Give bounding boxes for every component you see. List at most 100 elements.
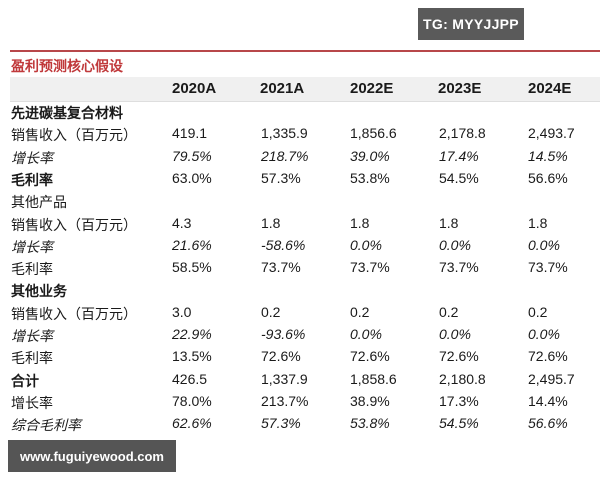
row-label: 其他产品	[11, 194, 67, 211]
table-cell: 53.8%	[350, 415, 390, 432]
table-cell: -58.6%	[261, 236, 306, 253]
table-cell: 1,856.6	[350, 125, 397, 142]
table-row: 销售收入（百万元） 419.1 1,335.9 1,856.6 2,178.8 2,493…	[0, 125, 600, 147]
table-cell: 73.7%	[439, 259, 479, 276]
table-cell: 218.7%	[261, 147, 309, 164]
column-header: 2020A	[172, 80, 217, 97]
table-cell: 54.5%	[439, 169, 479, 186]
table-cell: 73.7%	[261, 259, 301, 276]
row-label: 先进碳基复合材料	[11, 105, 123, 121]
table-cell: 57.3%	[261, 169, 301, 186]
table-cell: 53.8%	[350, 169, 390, 186]
caption-divider	[10, 50, 600, 52]
table-row: 毛利率 58.5% 73.7% 73.7% 73.7% 73.7%	[0, 259, 600, 281]
table-cell: 63.0%	[172, 169, 212, 186]
column-header: 2024E	[528, 80, 572, 97]
table-row: 增长率 78.0% 213.7% 38.9% 17.3% 14.4%	[0, 393, 600, 415]
table-cell: 79.5%	[172, 147, 212, 164]
row-label: 销售收入（百万元）	[11, 216, 137, 233]
table-cell: 2,495.7	[528, 370, 575, 387]
table-cell: 2,493.7	[528, 125, 575, 142]
table-row: 综合毛利率 62.6% 57.3% 53.8% 54.5% 56.6%	[0, 415, 600, 437]
table-cell: 54.5%	[439, 415, 479, 432]
table-cell: 0.2	[439, 303, 459, 320]
table-cell: 1.8	[439, 214, 459, 231]
table-cell: 39.0%	[350, 147, 390, 164]
table-cell: 0.0%	[528, 326, 560, 342]
table-cell: 14.4%	[528, 392, 568, 409]
table-cell: 1.8	[528, 214, 548, 231]
table-cell: 73.7%	[350, 259, 390, 276]
row-label: 增长率	[11, 328, 53, 344]
table-row: 增长率 79.5% 218.7% 39.0% 17.4% 14.5%	[0, 148, 600, 170]
table-cell: 62.6%	[172, 415, 212, 432]
table-cell: 72.6%	[528, 348, 568, 365]
table-caption: 盈利预测核心假设	[11, 58, 123, 74]
table-cell: 13.5%	[172, 348, 212, 365]
table-cell: 426.5	[172, 370, 208, 387]
table-row: 先进碳基复合材料	[0, 103, 600, 125]
table-cell: 78.0%	[172, 392, 212, 409]
column-header: 2022E	[350, 80, 394, 97]
table-cell: 57.3%	[261, 415, 301, 432]
table-row: 增长率 21.6% -58.6% 0.0% 0.0% 0.0%	[0, 237, 600, 259]
table-cell: 72.6%	[350, 348, 390, 365]
table-cell: -93.6%	[261, 326, 306, 342]
table-row: 销售收入（百万元） 4.3 1.8 1.8 1.8 1.8	[0, 215, 600, 237]
table-cell: 213.7%	[261, 392, 309, 409]
table-row: 合计 426.5 1,337.9 1,858.6 2,180.8 2,495.7	[0, 371, 600, 393]
table-cell: 0.0%	[439, 326, 471, 342]
table-cell: 1.8	[261, 214, 281, 231]
row-label: 销售收入（百万元）	[11, 305, 137, 322]
table-cell: 0.0%	[528, 236, 560, 253]
table-row: 毛利率 13.5% 72.6% 72.6% 72.6% 72.6%	[0, 348, 600, 370]
table-cell: 419.1	[172, 125, 208, 142]
row-label: 毛利率	[11, 350, 53, 367]
table-cell: 1.8	[350, 214, 370, 231]
row-label: 增长率	[11, 238, 53, 255]
table-cell: 72.6%	[261, 348, 301, 365]
table-cell: 14.5%	[528, 147, 568, 164]
table-cell: 0.0%	[439, 236, 471, 253]
table-cell: 17.3%	[439, 392, 479, 409]
table-cell: 58.5%	[172, 259, 212, 276]
table-cell: 56.6%	[528, 169, 568, 186]
table-cell: 22.9%	[172, 326, 212, 342]
table-cell: 1,858.6	[350, 370, 397, 387]
table-row: 毛利率 63.0% 57.3% 53.8% 54.5% 56.6%	[0, 170, 600, 192]
table-cell: 4.3	[172, 214, 192, 231]
table-cell: 38.9%	[350, 392, 390, 409]
table-cell: 1,335.9	[261, 125, 308, 142]
column-header: 2023E	[438, 80, 482, 97]
table-cell: 0.2	[528, 303, 548, 320]
row-label: 毛利率	[11, 261, 53, 278]
table-row: 销售收入（百万元） 3.0 0.2 0.2 0.2 0.2	[0, 304, 600, 326]
row-label: 销售收入（百万元）	[11, 127, 137, 144]
table-row: 增长率 22.9% -93.6% 0.0% 0.0% 0.0%	[0, 326, 600, 348]
row-label: 增长率	[11, 149, 53, 166]
watermark-url-badge: www.fuguiyewood.com	[8, 440, 176, 472]
table-cell: 2,178.8	[439, 125, 486, 142]
table-cell: 21.6%	[172, 236, 212, 253]
table-cell: 72.6%	[439, 348, 479, 365]
row-label: 综合毛利率	[11, 417, 81, 434]
table-cell: 1,337.9	[261, 370, 308, 387]
table-cell: 0.0%	[350, 326, 382, 342]
row-label: 合计	[11, 372, 39, 389]
table-header	[10, 77, 600, 102]
table-cell: 73.7%	[528, 259, 568, 276]
watermark-telegram-badge: TG: MYYJJPP	[418, 8, 524, 40]
table-cell: 3.0	[172, 303, 192, 320]
table-cell: 0.2	[261, 303, 281, 320]
table-cell: 2,180.8	[439, 370, 486, 387]
row-label: 其他业务	[11, 283, 67, 300]
column-header: 2021A	[260, 80, 305, 97]
row-label: 增长率	[11, 394, 53, 411]
table-cell: 56.6%	[528, 415, 568, 432]
row-label: 毛利率	[11, 171, 53, 188]
table-cell: 17.4%	[439, 147, 479, 164]
table-row: 其他业务	[0, 281, 600, 303]
table-row: 其他产品	[0, 192, 600, 214]
table-cell: 0.0%	[350, 236, 382, 253]
table-cell: 0.2	[350, 303, 370, 320]
